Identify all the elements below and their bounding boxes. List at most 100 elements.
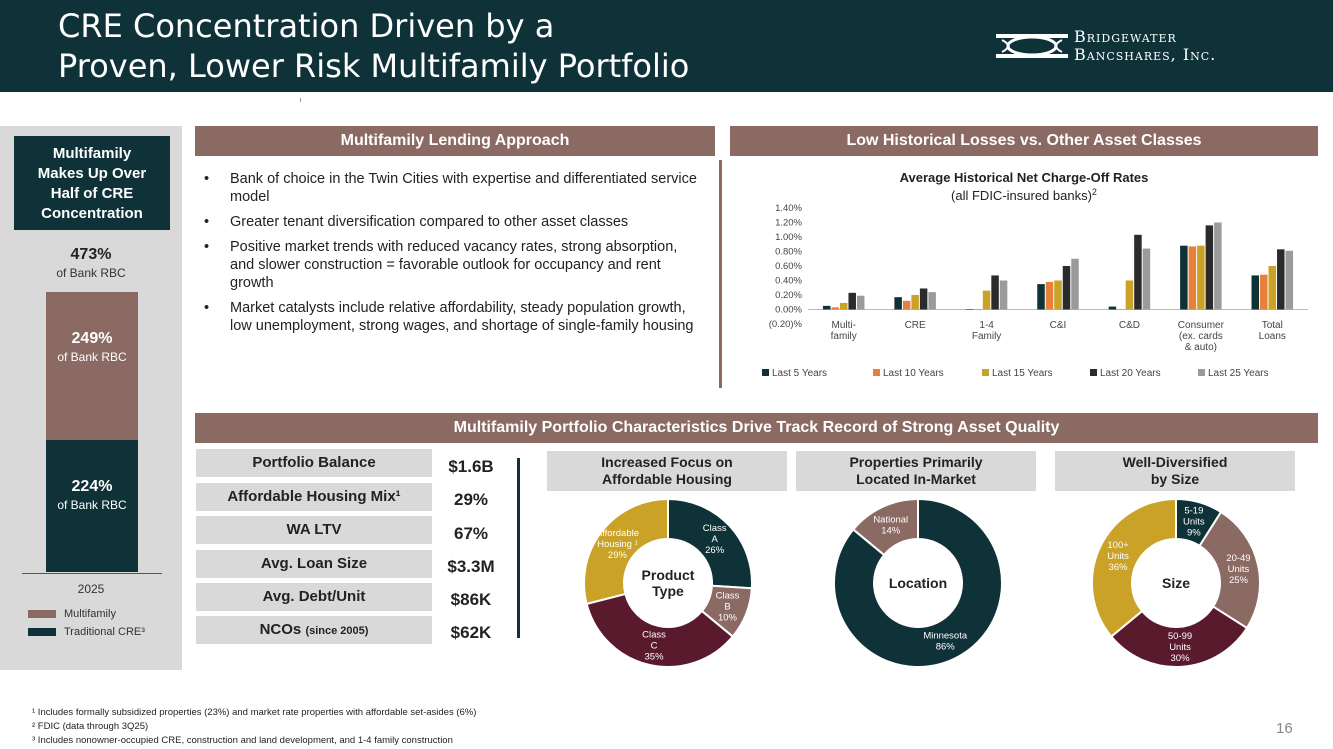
bar-segment-multifamily: 249% of Bank RBC xyxy=(46,292,138,440)
ncos-label: NCOs xyxy=(259,621,302,638)
donut-slice xyxy=(851,497,919,557)
x-tick-label: C&I xyxy=(1050,320,1067,331)
bar-1-1 xyxy=(902,300,911,310)
metric-value-avg-debt-unit: $86K xyxy=(450,590,492,609)
bar-5-2 xyxy=(1197,245,1205,310)
bar-3-3 xyxy=(1062,266,1071,310)
donut-slice-label: 5-19 xyxy=(1184,506,1203,517)
donut-slice-label: Units xyxy=(1228,564,1250,575)
bar-1-2 xyxy=(911,295,919,310)
legend-label: Last 25 Years xyxy=(1208,368,1269,379)
y-tick-label: 0.40% xyxy=(775,276,802,287)
x-tick-label: Loans xyxy=(1259,331,1286,342)
metric-label-ncos: NCOs (since 2005) xyxy=(196,616,432,644)
slide-title: CRE Concentration Driven by a Proven, Lo… xyxy=(58,6,689,86)
title-line-1: CRE Concentration Driven by a xyxy=(58,7,555,45)
bar-0-4 xyxy=(856,295,865,310)
x-tick-label: Total xyxy=(1262,320,1283,331)
donut-header-size-line-2: by Size xyxy=(1150,471,1200,487)
donut-center-label: Size xyxy=(1162,575,1190,591)
donut-slice-label: 26% xyxy=(705,545,725,556)
slide-header: CRE Concentration Driven by a Proven, Lo… xyxy=(0,0,1333,92)
donut-slice-label: Class xyxy=(716,591,740,602)
metric-label-affordable-mix: Affordable Housing Mix¹ xyxy=(196,483,432,511)
donut-header-product-line-1: Increased Focus on xyxy=(601,454,733,470)
metric-value-portfolio-balance: $1.6B xyxy=(448,457,494,476)
bridge-logo-icon xyxy=(996,34,1068,58)
logo-wordmark: Bridgewater Bancshares, Inc. xyxy=(1074,28,1216,64)
donut-center-label: Product xyxy=(642,567,695,583)
legend-label: Last 15 Years xyxy=(992,368,1053,379)
company-logo: Bridgewater Bancshares, Inc. xyxy=(994,26,1274,66)
legend-swatch xyxy=(982,369,989,376)
donut-chart-product-type: ClassA26%ClassB10%ClassC35%AffordableHou… xyxy=(583,497,753,668)
callout-line-1: Multifamily xyxy=(52,145,132,162)
lending-approach-header: Multifamily Lending Approach xyxy=(195,126,715,156)
bar-3-1 xyxy=(1045,281,1054,310)
donut-slice-label: Units xyxy=(1107,551,1129,562)
bar-1-3 xyxy=(919,288,928,310)
callout-line-4: Concentration xyxy=(41,205,143,222)
donut-slice-label: 10% xyxy=(718,613,738,624)
donut-slice-label: 29% xyxy=(608,550,628,561)
lending-bullet: Bank of choice in the Twin Cities with e… xyxy=(204,170,704,206)
callout-line-3: Half of CRE xyxy=(50,185,134,202)
bar-2-4 xyxy=(999,280,1008,310)
bar-3-0 xyxy=(1037,284,1045,310)
bar-2-1 xyxy=(974,309,982,310)
bar-4-4 xyxy=(1142,248,1151,310)
bar-1-0 xyxy=(894,297,902,310)
x-tick-label: C&D xyxy=(1119,320,1140,331)
donut-slice xyxy=(583,497,669,606)
bar-1-4 xyxy=(928,292,936,310)
donut-slice-label: 9% xyxy=(1187,528,1201,539)
y-tick-label: 1.40% xyxy=(775,203,802,214)
y-tick-label: 1.00% xyxy=(775,232,802,243)
donut-center-label: Type xyxy=(652,583,684,599)
metric-label-portfolio-balance: Portfolio Balance xyxy=(196,449,432,477)
metric-label-avg-debt-unit: Avg. Debt/Unit xyxy=(196,583,432,611)
chart-subtitle: (all FDIC-insured banks)2 xyxy=(951,187,1097,203)
legend-swatch-traditional xyxy=(28,628,56,637)
legend-label-traditional: Traditional CRE³ xyxy=(64,626,145,638)
x-tick-label: CRE xyxy=(905,320,926,331)
legend-swatch xyxy=(1090,369,1097,376)
donut-slice-label: 35% xyxy=(645,651,665,662)
bar-6-0 xyxy=(1251,275,1260,310)
bar-6-2 xyxy=(1268,266,1277,310)
historical-losses-header: Low Historical Losses vs. Other Asset Cl… xyxy=(730,126,1318,156)
x-tick-label: (ex. cards xyxy=(1179,331,1223,342)
bar-2-2 xyxy=(982,290,991,310)
donut-slice xyxy=(1198,510,1261,630)
cre-callout-box: Multifamily Makes Up Over Half of CRE Co… xyxy=(14,136,170,230)
donut-chart-size: 5-19Units9%20-49Units25%50-99Units30%100… xyxy=(1091,497,1261,668)
lending-bullets: Bank of choice in the Twin Cities with e… xyxy=(204,170,704,342)
donut-header-location-line-1: Properties Primarily xyxy=(849,454,983,470)
metrics-accent-bar xyxy=(517,458,520,638)
bar-4-1 xyxy=(1117,309,1125,310)
lending-bullet: Positive market trends with reduced vaca… xyxy=(204,238,704,292)
donut-header-size-line-1: Well-Diversified xyxy=(1122,454,1228,470)
chart-subtitle-sup: 2 xyxy=(1092,187,1097,197)
charge-off-chart: Average Historical Net Charge-Off Rates … xyxy=(762,170,1308,379)
bar-4-0 xyxy=(1108,306,1117,310)
legend-label: Last 20 Years xyxy=(1100,368,1161,379)
donut-slice-label: Affordable xyxy=(596,528,639,539)
y-tick-label: 0.20% xyxy=(775,290,802,301)
traditional-percent-label: of Bank RBC xyxy=(57,498,127,512)
footnote: ² FDIC (data through 3Q25) xyxy=(32,721,149,732)
chart-title: Average Historical Net Charge-Off Rates xyxy=(900,170,1149,185)
stray-tick-mark xyxy=(300,98,301,102)
donut-slice-label: Class xyxy=(703,523,727,534)
bar-year-label: 2025 xyxy=(77,582,105,596)
donut-slice-label: Housing ¹ xyxy=(597,539,638,550)
y-tick-label: (0.20)% xyxy=(769,319,803,330)
x-tick-label: Family xyxy=(972,331,1001,342)
donut-slice xyxy=(1091,497,1177,638)
metric-value-affordable-mix: 29% xyxy=(453,490,489,509)
legend-label: Last 10 Years xyxy=(883,368,944,379)
bar-0-0 xyxy=(822,305,831,310)
legend-swatch-multifamily xyxy=(28,610,56,619)
multifamily-percent-label: of Bank RBC xyxy=(57,350,127,364)
donut-header-size: Well-Diversified by Size xyxy=(1055,451,1295,491)
